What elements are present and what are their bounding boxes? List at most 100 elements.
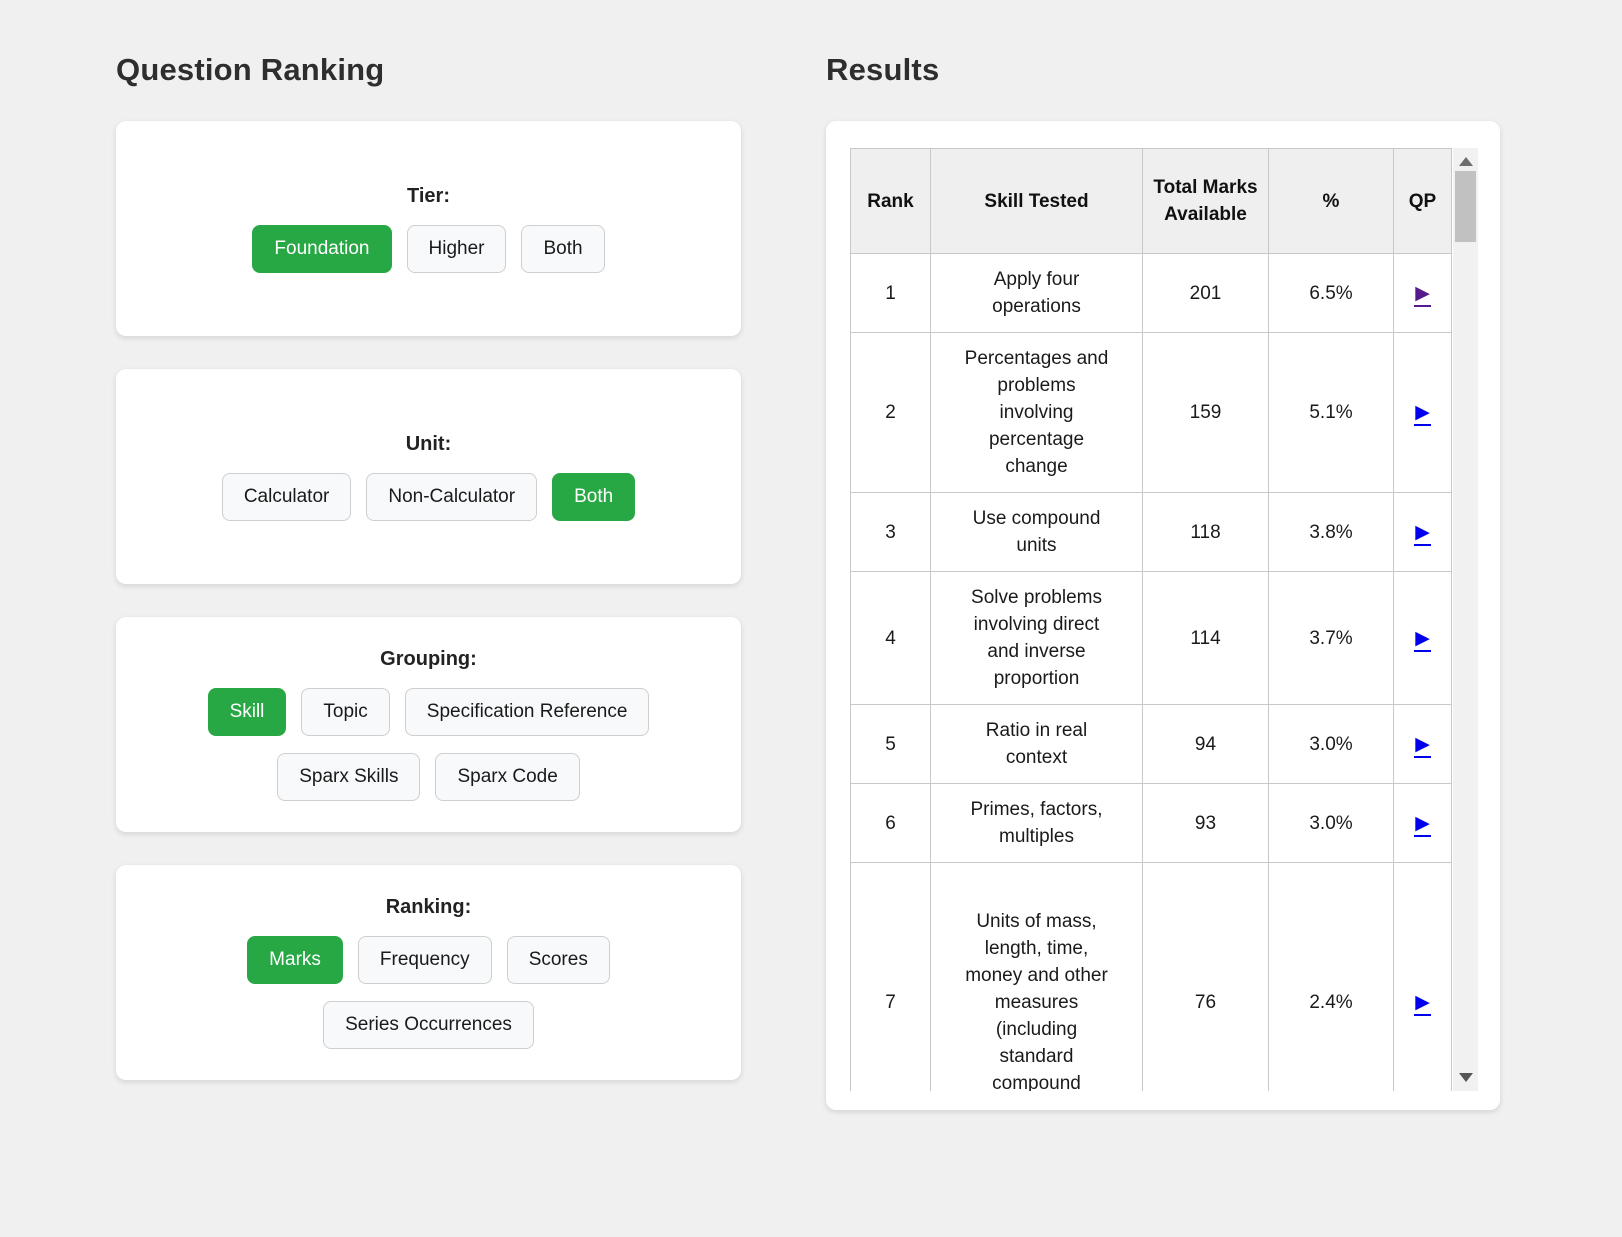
filter-button-series-occurrences[interactable]: Series Occurrences <box>323 1001 534 1049</box>
qp-cell: ▶ <box>1393 862 1452 1091</box>
question-paper-play-icon[interactable]: ▶ <box>1414 734 1431 758</box>
rank-cell: 7 <box>850 862 931 1091</box>
skill-cell: Ratio in real context <box>930 704 1143 784</box>
column-header-qp: QP <box>1393 148 1452 254</box>
skill-text: Solve problems involving direct and inve… <box>971 587 1102 689</box>
marks-cell: 114 <box>1142 571 1269 705</box>
percent-cell: 5.1% <box>1268 332 1394 493</box>
qp-cell: ▶ <box>1393 571 1452 705</box>
filter-label: Ranking: <box>385 896 472 918</box>
column-header-skill-tested: Skill Tested <box>930 148 1143 254</box>
filter-cards-container: Tier: Foundation Higher Both Unit: Calcula… <box>116 121 741 1080</box>
button-row: Skill Topic Specification Reference <box>207 688 650 736</box>
column-header-rank: Rank <box>850 148 931 254</box>
filter-button-both[interactable]: Both <box>552 472 636 521</box>
button-row: Series Occurrences <box>323 1001 534 1049</box>
percent-cell: 3.0% <box>1268 704 1394 784</box>
rank-cell: 2 <box>850 332 931 493</box>
percent-cell: 2.4% <box>1268 862 1394 1091</box>
filter-button-skill[interactable]: Skill <box>207 688 287 736</box>
table-row: 6 Primes, factors, multiples 93 3.0% ▶ <box>850 783 1452 863</box>
rank-cell: 1 <box>850 253 931 333</box>
button-row: Calculator Non-Calculator Both <box>221 472 636 521</box>
marks-cell: 93 <box>1142 783 1269 863</box>
question-paper-play-icon[interactable]: ▶ <box>1414 403 1431 426</box>
table-row: 7 Units of mass, length, time, money and … <box>850 862 1452 1091</box>
filter-card-tier: Tier: Foundation Higher Both <box>116 121 741 336</box>
question-paper-play-icon[interactable]: ▶ <box>1414 993 1431 1016</box>
qp-cell: ▶ <box>1393 704 1452 784</box>
skill-text: Use compound units <box>972 508 1101 556</box>
marks-cell: 201 <box>1142 253 1269 333</box>
filter-button-specification-reference[interactable]: Specification Reference <box>404 688 650 736</box>
question-paper-play-icon[interactable]: ▶ <box>1414 628 1431 652</box>
results-card: Rank Skill Tested Total Marks Available% QP… <box>826 121 1500 1110</box>
skill-cell: Units of mass, length, time, money and o… <box>930 862 1143 1091</box>
results-title: Results <box>826 52 940 87</box>
button-row: Foundation Higher Both <box>252 224 605 273</box>
button-row: Sparx Skills Sparx Code <box>277 753 580 801</box>
filter-button-topic[interactable]: Topic <box>301 688 390 736</box>
rank-cell: 4 <box>850 571 931 705</box>
filter-label: Tier: <box>407 184 450 207</box>
qp-cell: ▶ <box>1393 253 1452 333</box>
question-ranking-panel: Question Ranking Tier: Foundation Higher B… <box>116 52 741 1113</box>
marks-cell: 118 <box>1142 492 1269 572</box>
filter-button-sparx-skills[interactable]: Sparx Skills <box>277 753 421 801</box>
filter-button-marks[interactable]: Marks <box>247 936 343 984</box>
filter-button-foundation[interactable]: Foundation <box>252 224 392 273</box>
table-row: 4 Solve problems involving direct and inv… <box>850 571 1452 705</box>
skill-cell: Use compound units <box>930 492 1143 572</box>
table-row: 3 Use compound units 118 3.8% ▶ <box>850 492 1452 572</box>
skill-cell: Primes, factors, multiples <box>930 783 1143 863</box>
column-header-total-marks-available: Total Marks Available <box>1142 148 1269 254</box>
qp-cell: ▶ <box>1393 332 1452 493</box>
filter-button-higher[interactable]: Higher <box>406 224 507 273</box>
skill-cell: Solve problems involving direct and inve… <box>930 571 1143 705</box>
table-row: 1 Apply four operations 201 6.5% ▶ <box>850 253 1452 333</box>
filter-button-frequency[interactable]: Frequency <box>357 936 492 984</box>
filter-card-ranking: Ranking: Marks Frequency Scores Series Occu… <box>116 865 741 1080</box>
rank-cell: 6 <box>850 783 931 863</box>
skill-text: Apply four operations <box>992 269 1081 317</box>
filter-button-sparx-code[interactable]: Sparx Code <box>435 753 580 801</box>
filter-button-non-calculator[interactable]: Non-Calculator <box>366 472 538 521</box>
filter-card-grouping: Grouping: Skill Topic Specification Refere… <box>116 617 741 832</box>
percent-cell: 3.8% <box>1268 492 1394 572</box>
results-header-row: Rank Skill Tested Total Marks Available% QP <box>850 148 1452 254</box>
filter-button-calculator[interactable]: Calculator <box>221 472 352 521</box>
button-row: Marks Frequency Scores <box>247 936 610 984</box>
rank-cell: 5 <box>850 704 931 784</box>
filter-label: Grouping: <box>380 648 477 670</box>
scrollbar-down-arrow-icon[interactable] <box>1459 1073 1473 1082</box>
page-title: Question Ranking <box>116 52 385 87</box>
question-paper-play-icon[interactable]: ▶ <box>1414 283 1431 307</box>
skill-cell: Apply four operations <box>930 253 1143 333</box>
skill-text: Units of mass, length, time, money and o… <box>965 911 1108 1091</box>
percent-cell: 6.5% <box>1268 253 1394 333</box>
skill-text: Primes, factors, multiples <box>970 799 1103 847</box>
percent-cell: 3.7% <box>1268 571 1394 705</box>
percent-cell: 3.0% <box>1268 783 1394 863</box>
filter-button-scores[interactable]: Scores <box>506 936 610 984</box>
scrollbar-thumb[interactable] <box>1455 171 1476 242</box>
results-scroll-area: Rank Skill Tested Total Marks Available% QP… <box>850 148 1478 1091</box>
skill-text: Ratio in real context <box>985 720 1088 768</box>
scrollbar[interactable] <box>1453 148 1478 1091</box>
qp-cell: ▶ <box>1393 492 1452 572</box>
marks-cell: 159 <box>1142 332 1269 493</box>
filter-button-both[interactable]: Both <box>521 224 605 273</box>
question-paper-play-icon[interactable]: ▶ <box>1414 813 1431 837</box>
column-header-: % <box>1268 148 1394 254</box>
marks-cell: 76 <box>1142 862 1269 1091</box>
results-table: Rank Skill Tested Total Marks Available% QP… <box>850 148 1452 1091</box>
marks-cell: 94 <box>1142 704 1269 784</box>
table-row: 2 Percentages and problems involving perc… <box>850 332 1452 493</box>
qp-cell: ▶ <box>1393 783 1452 863</box>
question-paper-play-icon[interactable]: ▶ <box>1414 522 1431 546</box>
skill-text: Percentages and problems involving perce… <box>964 348 1109 477</box>
scrollbar-up-arrow-icon[interactable] <box>1459 157 1473 166</box>
skill-cell: Percentages and problems involving perce… <box>930 332 1143 493</box>
filter-label: Unit: <box>405 432 452 455</box>
filter-card-unit: Unit: Calculator Non-Calculator Both <box>116 369 741 584</box>
